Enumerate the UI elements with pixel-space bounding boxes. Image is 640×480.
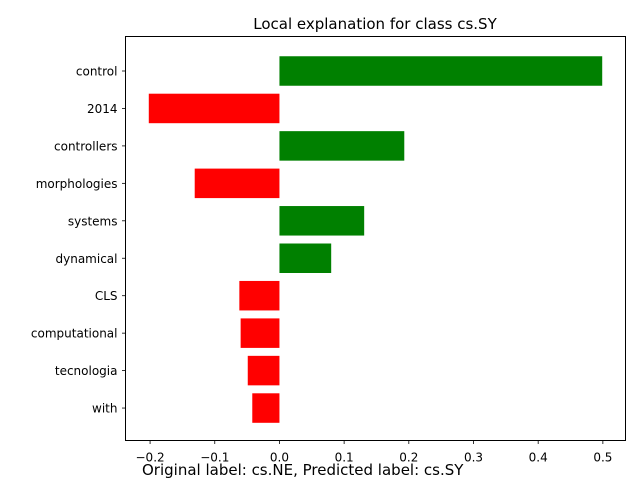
- y-tick-label: 2014: [87, 102, 118, 116]
- bar-dynamical: [279, 243, 332, 273]
- x-tick-label: 0.5: [593, 451, 612, 465]
- y-tick-label: dynamical: [56, 252, 118, 266]
- x-tick-label: 0.0: [270, 451, 289, 465]
- y-tick-label: control: [76, 65, 118, 79]
- x-tick-label: 0.1: [335, 451, 354, 465]
- bar-controllers: [279, 131, 405, 161]
- y-tick-label: tecnologia: [55, 364, 118, 378]
- y-tick-label: computational: [31, 327, 118, 341]
- x-tick-label: 0.4: [529, 451, 548, 465]
- y-tick-label: controllers: [54, 139, 118, 153]
- bars-group: [148, 56, 603, 423]
- y-tick-label: with: [92, 402, 117, 416]
- bar-systems: [279, 206, 365, 236]
- x-tick-label: −0.1: [200, 451, 229, 465]
- bar-cls: [239, 280, 280, 311]
- bar-tecnologia: [247, 355, 280, 386]
- bar-computational: [240, 318, 280, 348]
- x-tick-label: 0.2: [399, 451, 418, 465]
- y-tick-label: CLS: [95, 289, 118, 303]
- bar-with: [252, 393, 280, 423]
- plot-frame: [125, 36, 626, 441]
- x-tick-label: −0.2: [136, 451, 165, 465]
- chart-title: Local explanation for class cs.SY: [253, 15, 497, 33]
- y-tick-label: systems: [68, 214, 118, 228]
- bar-2014: [148, 93, 280, 124]
- x-tick-label: 0.3: [464, 451, 483, 465]
- y-axis-ticks: control 2014 controllers morphologies system…: [31, 65, 126, 416]
- bar-control: [279, 56, 603, 86]
- chart-caption: Original label: cs.NE, Predicted label: …: [142, 461, 464, 479]
- bar-morphologies: [194, 168, 280, 199]
- x-axis-ticks: −0.2 −0.1 0.0 0.1 0.2 0.3 0.4 0.5: [136, 440, 612, 465]
- y-tick-label: morphologies: [36, 177, 118, 191]
